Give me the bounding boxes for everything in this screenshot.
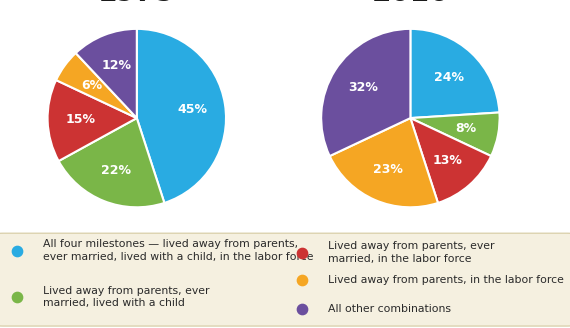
Wedge shape: [56, 53, 137, 118]
Text: Lived away from parents, in the labor force: Lived away from parents, in the labor fo…: [328, 275, 564, 285]
Text: 13%: 13%: [433, 154, 462, 167]
Text: All other combinations: All other combinations: [328, 304, 451, 314]
FancyBboxPatch shape: [0, 233, 570, 326]
Text: 6%: 6%: [81, 78, 102, 92]
Point: [436, 0, 445, 1]
Text: 22%: 22%: [101, 164, 131, 177]
Wedge shape: [410, 118, 491, 203]
Wedge shape: [137, 29, 226, 203]
Wedge shape: [321, 29, 410, 156]
Wedge shape: [76, 29, 137, 118]
Text: 45%: 45%: [177, 103, 207, 116]
Text: 24%: 24%: [434, 71, 464, 84]
Text: 12%: 12%: [101, 59, 131, 72]
Text: 8%: 8%: [455, 122, 476, 135]
Title: 2016: 2016: [372, 0, 449, 7]
Title: 1975: 1975: [98, 0, 176, 7]
Wedge shape: [329, 118, 438, 207]
Text: All four milestones — lived away from parents,
ever married, lived with a child,: All four milestones — lived away from pa…: [43, 239, 314, 262]
Wedge shape: [47, 80, 137, 161]
Text: 23%: 23%: [373, 163, 403, 176]
Wedge shape: [410, 29, 499, 118]
Wedge shape: [59, 118, 164, 207]
Text: 32%: 32%: [348, 81, 378, 94]
Text: Lived away from parents, ever
married, lived with a child: Lived away from parents, ever married, l…: [43, 286, 209, 308]
Text: Lived away from parents, ever
married, in the labor force: Lived away from parents, ever married, i…: [328, 241, 494, 264]
Wedge shape: [410, 113, 500, 156]
Text: 15%: 15%: [66, 113, 96, 126]
